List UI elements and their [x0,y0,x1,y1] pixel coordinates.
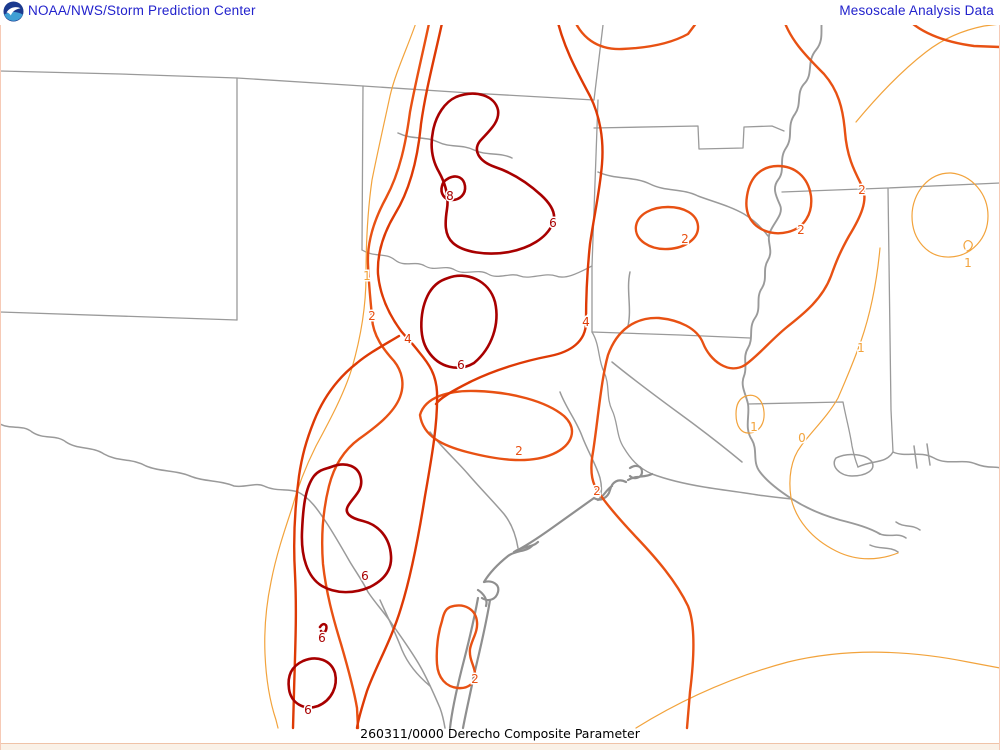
page-left-edge [0,25,1,750]
contour-label: 2 [858,183,866,197]
contour-label: 2 [681,232,689,246]
contour-label: 6 [457,358,465,372]
contour-label: 6 [361,569,369,583]
contour-label: 2 [471,672,479,686]
contour-label: 1 [363,269,371,283]
map-caption: 260311/0000 Derecho Composite Parameter [360,726,640,741]
contour-label: 2 [797,223,805,237]
contour-label: 2 [368,309,376,323]
noaa-logo-icon [3,1,24,22]
header-left-title: NOAA/NWS/Storm Prediction Center [28,3,256,18]
state-borders [0,13,1000,475]
contour-label: 6 [304,703,312,717]
contour-label: 4 [582,315,590,329]
contour-label: 1 [750,420,758,434]
page-header: NOAA/NWS/Storm Prediction Center Mesosca… [0,0,1000,25]
contour-label: 1 [964,256,972,270]
contour-label: 2 [515,444,523,458]
contour-label: 2 [593,484,601,498]
contour-level-1 [264,13,1000,729]
contour-label: 0 [798,431,806,445]
contour-label: 6 [318,631,326,645]
contour-label: 4 [404,332,412,346]
contour-label: 6 [549,216,557,230]
contour-label: 8 [446,189,454,203]
contour-level-6 [287,92,556,709]
header-right-title: Mesoscale Analysis Data [839,3,994,18]
contour-labels: 1 2 4 8 6 6 4 2 2 2 1 1 0 1 2 2 6 6 6 2 [303,182,974,719]
contour-label: 1 [857,341,865,355]
page-bottom-strip [0,743,1000,750]
contour-level-2 [321,12,1000,730]
contour-level-4 [291,12,604,730]
